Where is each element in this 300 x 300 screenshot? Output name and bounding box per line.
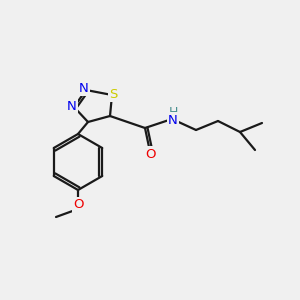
Text: N: N bbox=[79, 82, 89, 94]
Text: N: N bbox=[168, 113, 178, 127]
Text: S: S bbox=[109, 88, 117, 100]
Text: O: O bbox=[73, 199, 83, 212]
Text: N: N bbox=[67, 100, 77, 113]
Text: H: H bbox=[168, 106, 178, 119]
Text: O: O bbox=[145, 148, 155, 160]
